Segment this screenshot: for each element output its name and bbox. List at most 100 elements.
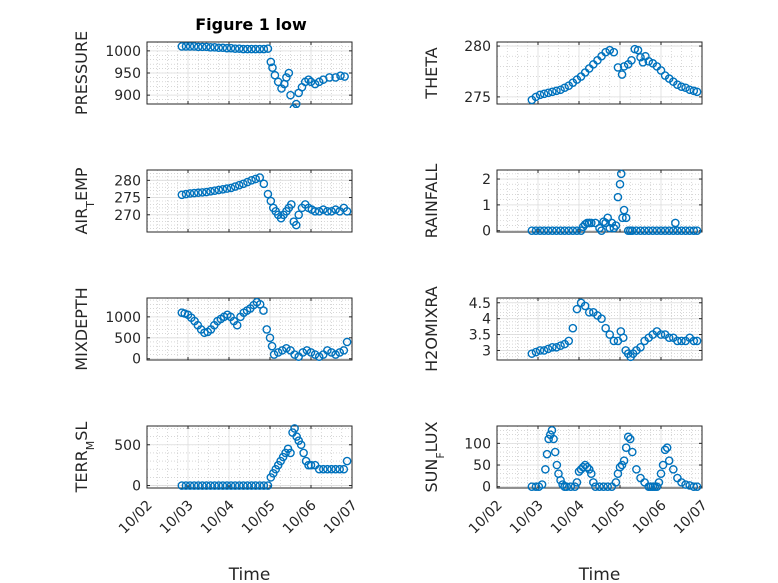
data-point <box>193 481 203 490</box>
y-tick-label: 950 <box>114 66 141 82</box>
data-point <box>331 205 340 214</box>
data-point <box>243 177 252 187</box>
y-axis-label: TERRMSL <box>72 422 97 494</box>
y-tick-label: 4.5 <box>469 296 491 312</box>
data-point <box>251 44 260 54</box>
data-point <box>617 460 627 470</box>
axes-4: 0 1 2 RAINFALL <box>422 164 703 240</box>
data-point <box>556 85 565 95</box>
axes-6: 33.544.5 H2OMIXRA <box>422 286 703 372</box>
data-series <box>527 426 702 491</box>
data-point <box>664 456 674 465</box>
data-point <box>230 44 240 53</box>
data-point <box>202 42 211 52</box>
data-point <box>566 482 576 491</box>
data-point <box>689 336 699 346</box>
data-point <box>692 226 702 236</box>
data-point <box>560 83 569 93</box>
data-point <box>623 432 633 442</box>
data-point <box>206 43 215 52</box>
data-point <box>677 336 686 346</box>
data-point <box>591 482 600 491</box>
data-point <box>636 52 645 62</box>
data-point <box>335 348 345 357</box>
data-point <box>243 481 252 490</box>
data-point <box>299 448 308 458</box>
data-point <box>286 90 295 100</box>
data-point <box>527 349 537 358</box>
data-point <box>616 169 626 179</box>
y-tick-label: 3 <box>482 343 491 359</box>
data-point <box>572 226 582 236</box>
data-point <box>323 346 332 355</box>
y-tick-label: 1000 <box>105 310 141 326</box>
data-point <box>591 218 600 228</box>
data-point <box>636 342 645 352</box>
data-point <box>189 481 199 490</box>
data-point <box>259 481 269 490</box>
data-point <box>268 63 277 72</box>
y-tick-label: 4 <box>482 312 491 328</box>
y-axis-label: THETA <box>422 47 441 99</box>
data-point <box>177 190 187 200</box>
data-point <box>325 73 334 82</box>
data-point <box>314 77 324 87</box>
data-point <box>601 218 610 228</box>
data-point <box>531 92 541 102</box>
data-point <box>335 464 345 474</box>
data-point <box>605 45 615 55</box>
data-point <box>302 346 312 355</box>
y-tick-label: 0 <box>482 224 491 240</box>
y-tick-label: 0 <box>132 479 141 495</box>
data-point <box>556 341 565 350</box>
y-tick-label: 900 <box>114 88 141 104</box>
y-tick-label: 280 <box>464 39 491 55</box>
data-point <box>290 350 299 359</box>
data-point <box>669 465 678 474</box>
data-point <box>671 218 680 228</box>
data-point <box>535 226 545 236</box>
axes-2: 275 280 THETA <box>422 39 703 106</box>
data-point <box>644 226 654 236</box>
data-point <box>181 481 191 490</box>
data-point <box>226 43 236 53</box>
y-tick-label: 500 <box>114 438 141 454</box>
data-point <box>323 207 332 216</box>
data-point <box>282 73 291 82</box>
data-point <box>662 443 672 452</box>
data-point <box>537 480 547 489</box>
data-point <box>547 426 557 435</box>
data-point <box>664 226 674 236</box>
data-point <box>259 306 268 315</box>
data-point <box>259 179 269 189</box>
data-point <box>314 352 324 361</box>
data-point <box>181 42 191 51</box>
data-point <box>298 348 308 357</box>
data-point <box>177 42 187 51</box>
data-point <box>206 481 215 490</box>
data-point <box>692 482 702 491</box>
data-point <box>267 341 277 351</box>
data-point <box>230 481 240 490</box>
data-point <box>239 481 248 490</box>
data-point <box>218 184 228 194</box>
data-point <box>202 187 211 197</box>
data-point <box>681 83 690 93</box>
data-point <box>656 330 666 339</box>
data-point <box>181 189 191 199</box>
data-point <box>677 82 686 92</box>
data-point <box>340 72 349 81</box>
data-point <box>677 226 686 236</box>
data-point <box>339 464 349 474</box>
y-tick-label: 280 <box>114 173 141 189</box>
data-point <box>628 447 637 457</box>
data-point <box>548 87 557 97</box>
y-tick-label: 1 <box>482 198 491 214</box>
data-point <box>636 226 645 236</box>
data-point <box>656 469 666 478</box>
data-point <box>327 207 336 216</box>
data-point <box>222 43 232 53</box>
axes-box <box>146 297 353 361</box>
y-tick-label: 2 <box>482 172 491 188</box>
